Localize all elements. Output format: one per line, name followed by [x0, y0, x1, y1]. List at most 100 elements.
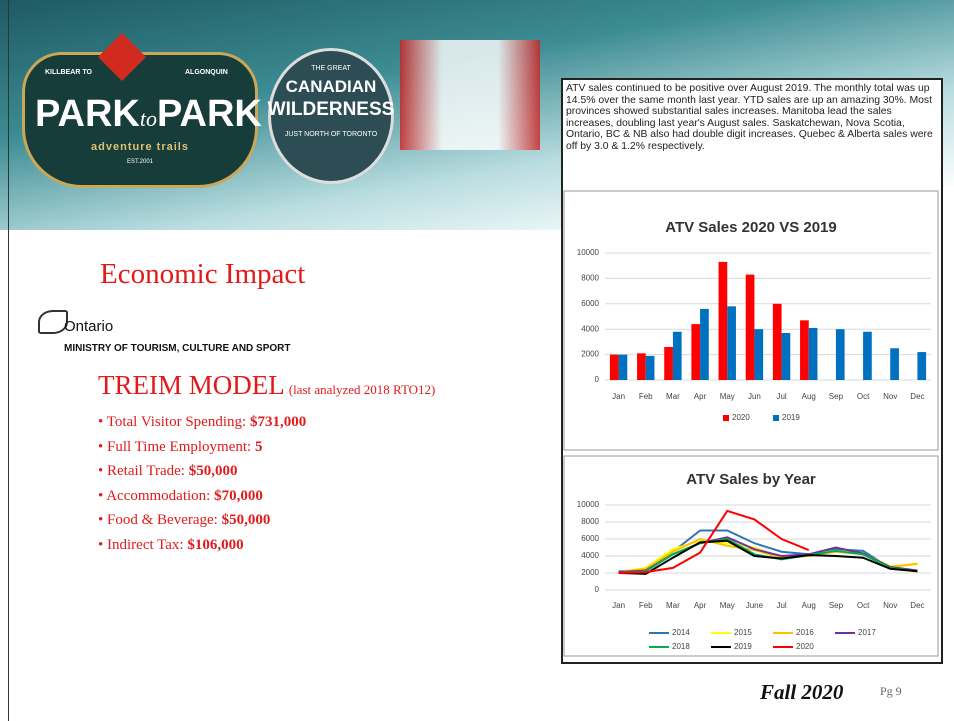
item-text: Indirect Tax: [107, 537, 187, 553]
x-tick-label: Jun [748, 392, 761, 401]
bar [727, 306, 736, 380]
bar [691, 324, 700, 380]
item-text: $50,000 [222, 512, 271, 528]
flag [400, 40, 540, 150]
bar [800, 320, 809, 380]
x-tick-label: Sep [829, 601, 844, 610]
x-tick-label: Dec [910, 601, 924, 610]
logo-text: ALGONQUIN [185, 69, 228, 76]
y-tick-label: 0 [595, 375, 600, 384]
item-text: $106,000 [187, 537, 243, 553]
legend-label: 2018 [672, 642, 690, 651]
y-tick-label: 8000 [581, 274, 599, 283]
section-title: Economic Impact [100, 258, 305, 291]
item-text: 5 [255, 439, 263, 455]
item-text: $50,000 [189, 463, 238, 479]
x-tick-label: June [746, 601, 764, 610]
page-number: Pg 9 [880, 684, 902, 699]
logo-text: THE GREAT [271, 65, 391, 72]
x-tick-label: Oct [857, 601, 870, 610]
logo-text: JUST NORTH OF TORONTO [271, 131, 391, 138]
item: • Full Time Employment: 5 [98, 435, 306, 460]
y-tick-label: 0 [595, 585, 600, 594]
item-text: Full Time Employment: [107, 439, 255, 455]
y-tick-label: 6000 [581, 299, 599, 308]
item-text: Accommodation: [106, 488, 214, 504]
x-tick-label: Apr [694, 601, 707, 610]
item: • Total Visitor Spending: $731,000 [98, 410, 306, 435]
legend-label: 2017 [858, 628, 876, 637]
x-tick-label: Feb [639, 601, 653, 610]
item-text: $70,000 [214, 488, 263, 504]
y-tick-label: 10000 [577, 248, 600, 257]
x-tick-label: Oct [857, 392, 870, 401]
x-tick-label: Apr [694, 392, 707, 401]
legend-swatch [723, 415, 729, 421]
chart: ATV Sales by Year0200040006000800010000J… [563, 455, 939, 658]
logo-text: KILLBEAR TO [45, 69, 92, 76]
item-text: Total Visitor Spending: [107, 414, 250, 430]
legend-label: 2020 [796, 642, 814, 651]
x-tick-label: Jul [776, 601, 786, 610]
item-text: $731,000 [250, 414, 306, 430]
x-tick-label: Jan [612, 392, 625, 401]
bar [664, 347, 673, 380]
x-tick-label: Mar [666, 392, 680, 401]
bar [836, 329, 845, 380]
bar [863, 332, 872, 380]
y-tick-label: 4000 [581, 324, 599, 333]
legend-label: 2019 [782, 413, 800, 422]
y-tick-label: 8000 [581, 517, 599, 526]
item-list: • Total Visitor Spending: $731,000• Full… [98, 410, 306, 557]
legend-swatch [773, 415, 779, 421]
y-tick-label: 4000 [581, 551, 599, 560]
ministry-department: MINISTRY OF TOURISM, CULTURE AND SPORT [64, 343, 290, 354]
chart: ATV Sales 2020 VS 2019 0 2000 4000 6000 8000 1… [563, 190, 939, 452]
bar [746, 275, 755, 380]
item-text: Food & Beverage: [107, 512, 222, 528]
logo-text: PARKtoPARK [35, 93, 262, 136]
x-tick-label: Sep [829, 392, 844, 401]
x-tick-label: May [720, 392, 735, 401]
summary-text: ATV sales continued to be positive over … [566, 83, 936, 153]
y-tick-label: 6000 [581, 534, 599, 543]
slide: KILLBEAR TO ALGONQUIN PARKtoPARK adventu… [0, 0, 954, 721]
x-tick-label: Aug [802, 601, 816, 610]
park-logo: KILLBEAR TO ALGONQUIN PARKtoPARK adventu… [22, 52, 258, 188]
bar [754, 329, 763, 380]
logo-text: adventure trails [25, 141, 255, 153]
item: • Accommodation: $70,000 [98, 484, 306, 509]
logo-text: WILDERNESS [265, 99, 397, 121]
bar [619, 355, 628, 380]
legend-label: 2014 [672, 628, 690, 637]
x-tick-label: Mar [666, 601, 680, 610]
x-tick-label: Feb [639, 392, 653, 401]
x-tick-label: Dec [910, 392, 924, 401]
x-tick-label: Nov [883, 601, 897, 610]
frame-line [8, 0, 9, 721]
bar [637, 353, 646, 380]
legend-label: 2019 [734, 642, 752, 651]
x-tick-label: May [720, 601, 735, 610]
y-tick-label: 2000 [581, 350, 599, 359]
item: • Indirect Tax: $106,000 [98, 533, 306, 558]
wilderness-logo: THE GREAT CANADIAN WILDERNESS JUST NORTH… [268, 48, 394, 184]
x-tick-label: Nov [883, 392, 897, 401]
x-tick-label: Jan [612, 601, 625, 610]
model-heading: TREIM MODEL (last analyzed 2018 RTO12) [98, 370, 435, 401]
x-tick-label: Jul [776, 392, 786, 401]
ministry-name: Ontario [64, 318, 113, 335]
legend-label: 2016 [796, 628, 814, 637]
edition: Fall 2020 [760, 680, 843, 705]
bar [646, 356, 655, 380]
bar [890, 348, 899, 380]
bar [773, 304, 782, 380]
y-tick-label: 2000 [581, 568, 599, 577]
item-text: Retail Trade: [107, 463, 189, 479]
y-tick-label: 10000 [577, 500, 600, 509]
chart-title: ATV Sales 2020 VS 2019 [665, 219, 837, 236]
logo-text: CANADIAN [271, 77, 391, 97]
logo-text: EST.2001 [25, 159, 255, 165]
bar [610, 355, 619, 380]
legend-label: 2015 [734, 628, 752, 637]
